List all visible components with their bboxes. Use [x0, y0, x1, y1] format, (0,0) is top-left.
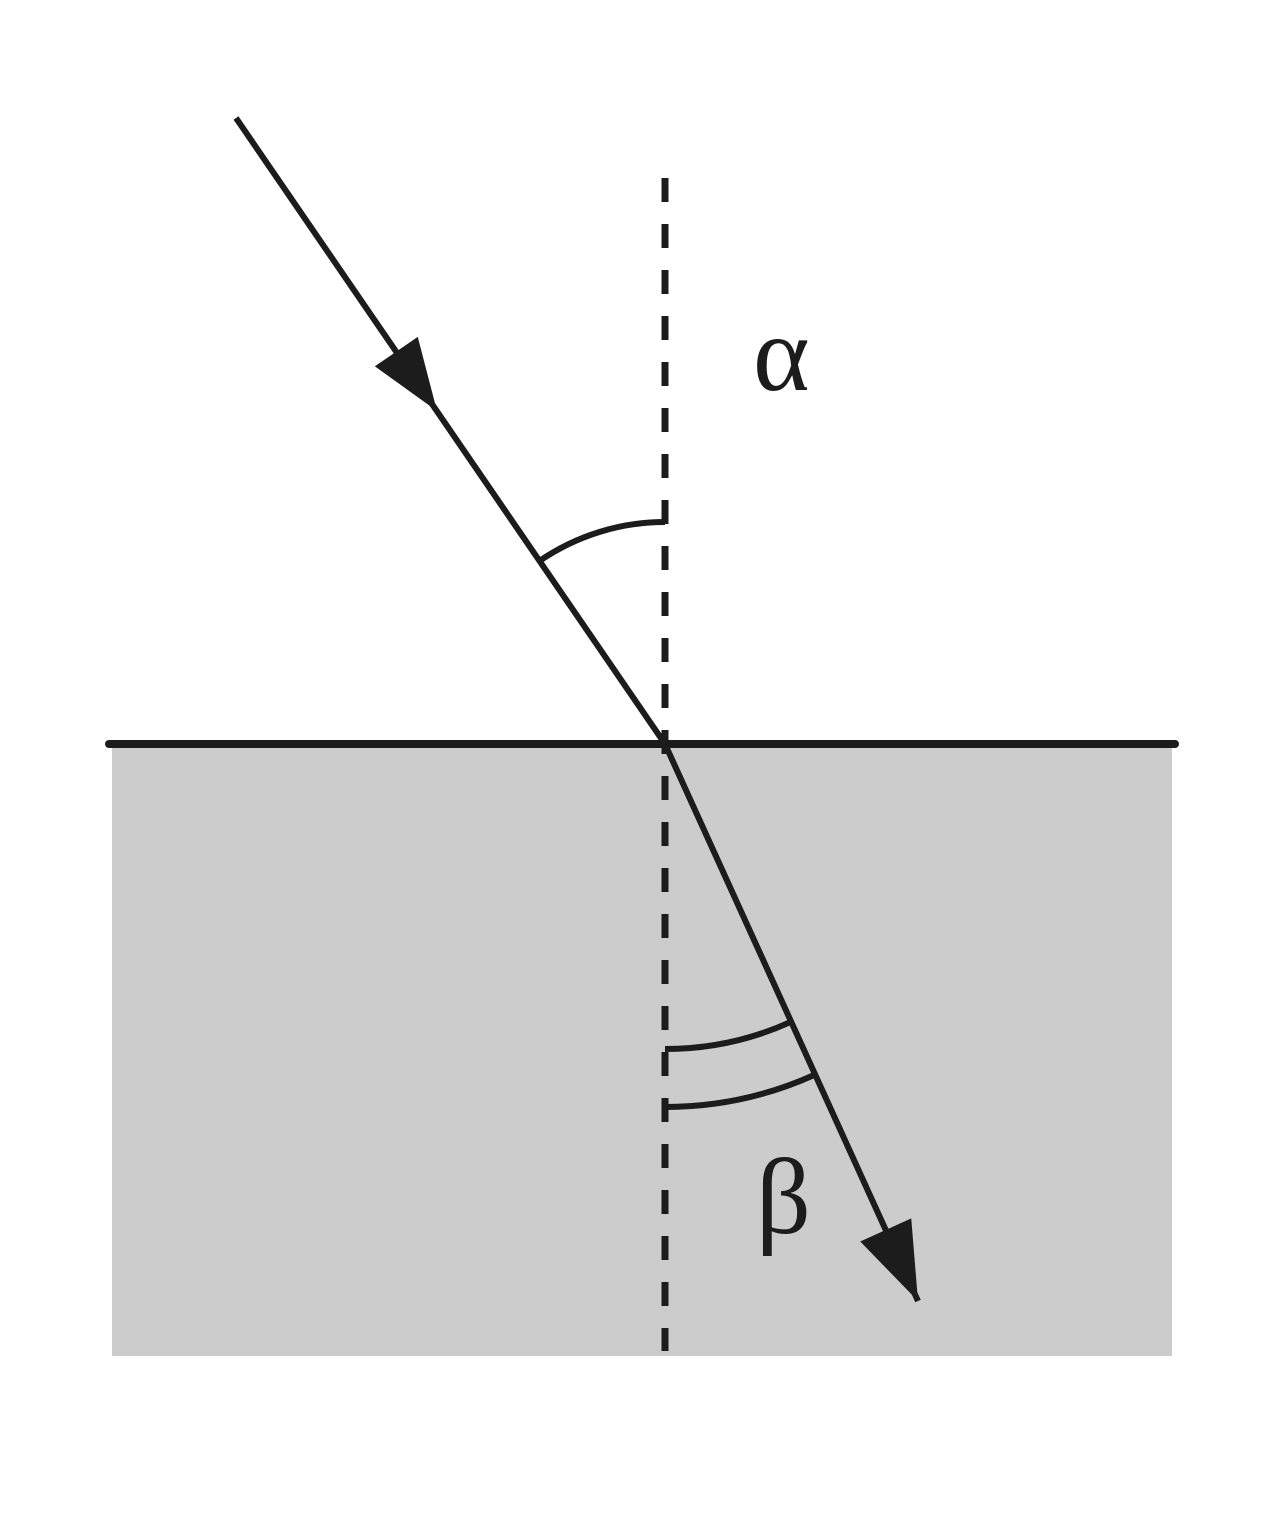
incident-arrowhead: [375, 337, 437, 411]
incident-ray: [236, 118, 665, 744]
alpha-arc: [540, 522, 665, 561]
beta-label: β: [756, 1136, 811, 1260]
refraction-medium: [112, 748, 1172, 1356]
refraction-diagram: [0, 0, 1288, 1537]
alpha-label: α: [753, 293, 810, 417]
